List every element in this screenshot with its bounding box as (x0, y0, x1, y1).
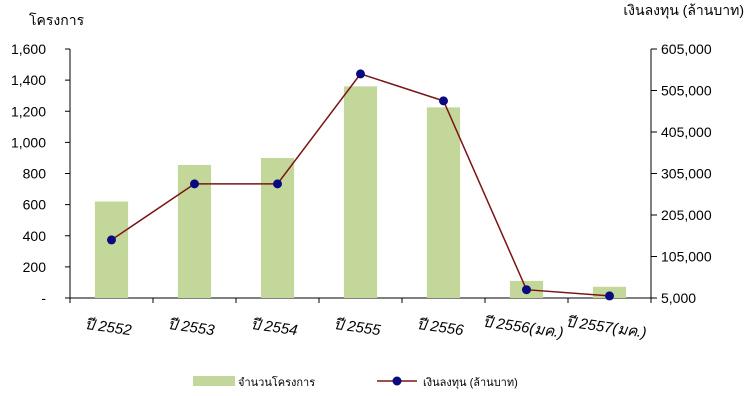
category-labels: ปี 2552 ปี 2553 ปี 2554 ปี 2555 ปี 2556 ปี 25… (84, 313, 648, 341)
right-axis-tick-label: 205,000 (661, 207, 712, 223)
line-point (356, 69, 365, 79)
right-axis-tick-label: 5,000 (661, 290, 696, 306)
line-point (522, 285, 531, 295)
category-label: ปี 2557(มค.) (565, 313, 648, 341)
left-axis-tick-label: - (41, 290, 46, 306)
bar (426, 107, 461, 298)
left-axis-tick-label: 1,600 (11, 41, 46, 57)
bar (343, 86, 378, 298)
right-axis-tick-label: 405,000 (661, 124, 712, 140)
category-label: ปี 2554 (250, 316, 299, 339)
line-point (107, 235, 116, 245)
right-axis-tick-label: 105,000 (661, 249, 712, 265)
bar (260, 157, 295, 298)
line-series (107, 69, 614, 301)
bar (94, 201, 129, 298)
left-axis-tick-label: 800 (23, 166, 47, 182)
legend-bar-label: จำนวนโครงการ (238, 375, 315, 389)
x-axis (69, 297, 652, 303)
bars (94, 86, 627, 298)
category-label: ปี 2555 (333, 316, 383, 339)
left-axis-title: โครงการ (29, 12, 85, 28)
line-point (190, 179, 199, 189)
category-label: ปี 2553 (167, 316, 217, 339)
category-label: ปี 2556 (416, 316, 466, 339)
right-axis-tick-label: 605,000 (661, 41, 712, 57)
left-axis: - 200 400 600 800 1,000 1,200 1,400 1,600 (11, 41, 71, 306)
right-axis: 5,000 105,000 205,000 305,000 405,000 505,000… (650, 41, 712, 306)
left-axis-tick-label: 1,400 (11, 72, 46, 88)
right-axis-tick-label: 505,000 (661, 83, 712, 99)
category-label: ปี 2556(มค.) (482, 313, 565, 341)
left-axis-tick-label: 200 (23, 259, 47, 275)
right-axis-tick-label: 305,000 (661, 166, 712, 182)
line-point (439, 96, 448, 106)
left-axis-tick-label: 600 (23, 197, 47, 213)
legend-bar-swatch (193, 376, 235, 386)
left-axis-tick-label: 1,000 (11, 134, 46, 150)
left-axis-tick-label: 400 (23, 228, 47, 244)
line-point (273, 179, 282, 189)
right-axis-title: เงินลงทุน (ล้านบาท) (623, 2, 744, 19)
legend-line-marker (392, 376, 402, 386)
line-point (605, 291, 614, 301)
legend-line-label: เงินลงทุน (ล้านบาท) (423, 377, 518, 389)
left-axis-tick-label: 1,200 (11, 103, 46, 119)
legend: จำนวนโครงการ เงินลงทุน (ล้านบาท) (193, 375, 518, 389)
category-label: ปี 2552 (84, 316, 134, 339)
